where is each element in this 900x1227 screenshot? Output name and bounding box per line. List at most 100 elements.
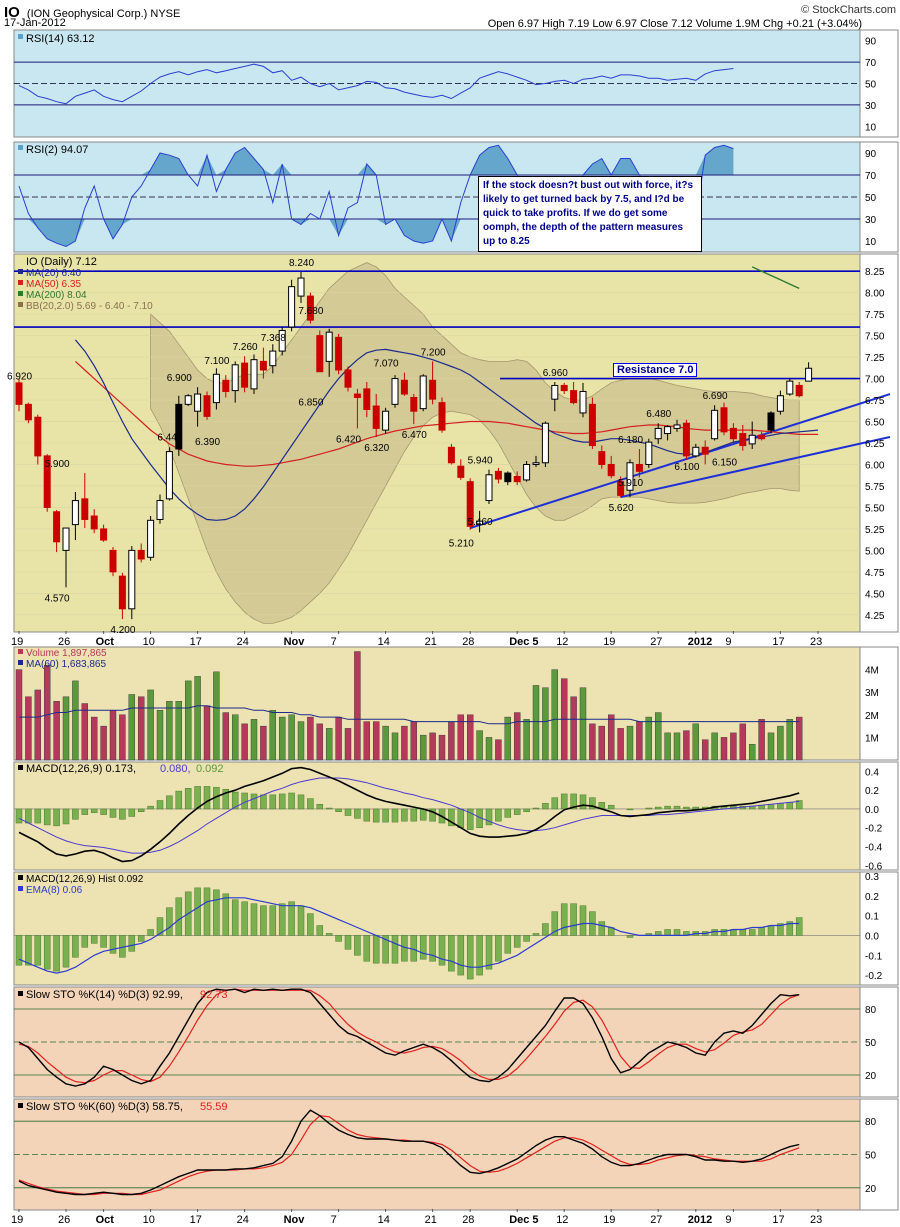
macd-hist2-bar bbox=[777, 923, 784, 936]
price-label: 5.910 bbox=[618, 478, 643, 489]
volume-bar bbox=[15, 669, 23, 761]
candle-body bbox=[457, 465, 465, 478]
price-label: 6.440 bbox=[157, 433, 182, 444]
macd-hist2-bar bbox=[344, 935, 352, 950]
sto14-tick: 50 bbox=[865, 1038, 877, 1049]
macd-hist-bar bbox=[579, 794, 587, 810]
macd-hist-bar bbox=[307, 798, 314, 810]
volume-bar bbox=[692, 723, 699, 761]
bottom-xaxis-label: 19 bbox=[11, 1214, 23, 1226]
volume-bar bbox=[523, 719, 530, 761]
macd-hist2-bar bbox=[429, 935, 436, 962]
volume-bar bbox=[184, 680, 192, 761]
volume-bar bbox=[166, 701, 173, 761]
candle-body bbox=[363, 388, 371, 410]
price-xaxis-label: 2012 bbox=[688, 636, 712, 648]
macd-hist-bar bbox=[654, 806, 662, 810]
macd-tick: 0.4 bbox=[865, 767, 879, 778]
bottom-xaxis-label: 27 bbox=[650, 1214, 662, 1226]
macd-hist2-bar bbox=[147, 929, 154, 936]
price-label: 4.570 bbox=[45, 593, 70, 604]
price-tick: 7.25 bbox=[865, 353, 885, 364]
candle-body bbox=[419, 375, 427, 410]
price-xaxis-label: 14 bbox=[378, 636, 390, 648]
volume-bar bbox=[420, 734, 427, 761]
rsi14-tick: 70 bbox=[865, 58, 877, 69]
macd-line bbox=[18, 766, 800, 863]
macd-hist-bar bbox=[382, 808, 389, 823]
candle-body bbox=[476, 520, 484, 526]
volume-bar bbox=[476, 730, 483, 761]
rsi14-tick: 90 bbox=[865, 37, 877, 48]
macd-hist-bar bbox=[466, 808, 474, 830]
macd-hist-bar bbox=[457, 808, 465, 828]
macd-hist2-bar bbox=[504, 935, 512, 954]
price-tick: 4.25 bbox=[865, 611, 885, 622]
bottom-xaxis-label: 10 bbox=[143, 1214, 155, 1226]
candle-body bbox=[34, 416, 42, 457]
volume-bar bbox=[777, 725, 784, 761]
price-label: 6.320 bbox=[364, 443, 389, 454]
volume-bar bbox=[683, 730, 690, 761]
price-label: 5.940 bbox=[468, 456, 493, 467]
volume-bar bbox=[90, 716, 98, 761]
candle-body bbox=[410, 396, 418, 412]
volume-bar bbox=[241, 723, 248, 761]
macd-hist-bar bbox=[231, 791, 239, 810]
price-xaxis-label: 19 bbox=[603, 636, 615, 648]
sto60-legend-d: 55.59 bbox=[200, 1101, 228, 1113]
price-label: 5.620 bbox=[609, 503, 634, 514]
macd-tick: -0.2 bbox=[865, 824, 883, 835]
volume-bar bbox=[307, 716, 314, 761]
rsi14-line bbox=[18, 63, 734, 105]
price-tick: 5.75 bbox=[865, 482, 885, 493]
volume-bar bbox=[156, 710, 164, 761]
candle-body bbox=[711, 409, 719, 440]
volume-bar bbox=[373, 721, 380, 761]
macd-hist-bar bbox=[325, 807, 333, 810]
price-label: 4.200 bbox=[110, 625, 135, 636]
macd-hist-bar bbox=[551, 797, 559, 810]
candle-body bbox=[795, 384, 803, 397]
macd-hist-tick: -0.2 bbox=[865, 971, 883, 982]
price-legend: MA(200) 8.04 bbox=[26, 290, 87, 301]
rsi14-legend: RSI(14) 63.12 bbox=[26, 33, 94, 45]
macd-hist2-bar bbox=[297, 905, 305, 936]
volume-bar bbox=[250, 719, 258, 761]
macd-hist2-bar bbox=[372, 935, 380, 964]
macd-hist2-bar bbox=[419, 935, 427, 960]
macd-tick: -0.6 bbox=[865, 861, 883, 872]
price-label: 6.960 bbox=[543, 368, 568, 379]
volume-bar bbox=[767, 732, 775, 761]
price-tick: 7.75 bbox=[865, 310, 885, 321]
candle-body bbox=[541, 422, 549, 464]
candle-body bbox=[391, 378, 399, 405]
volume-bar bbox=[626, 725, 634, 761]
candle-body bbox=[598, 451, 606, 465]
candle-body bbox=[560, 384, 568, 392]
macd-hist2-bar bbox=[231, 899, 239, 936]
macd-hist2-bar bbox=[269, 905, 277, 936]
rsi2-line bbox=[18, 144, 734, 248]
macd-hist2-bar bbox=[90, 935, 98, 944]
macd-hist-legend-swatch bbox=[18, 886, 23, 891]
macd-hist-bar bbox=[683, 806, 690, 810]
volume-bar bbox=[720, 737, 728, 761]
candle-body bbox=[767, 412, 775, 431]
macd-hist2-bar bbox=[213, 889, 220, 936]
volume-bar bbox=[175, 701, 183, 761]
price-label: 7.200 bbox=[421, 347, 446, 358]
macd-hist2-bar bbox=[570, 903, 577, 936]
price-tick: 6.00 bbox=[865, 460, 885, 471]
candle-body bbox=[701, 446, 709, 455]
price-label: 6.480 bbox=[646, 409, 671, 420]
candle-body bbox=[344, 369, 352, 388]
macd-hist2-bar bbox=[15, 935, 23, 966]
macd-hist2-bar bbox=[542, 923, 549, 936]
price-xaxis-label: Oct bbox=[96, 636, 115, 648]
price-xaxis-label: Nov bbox=[284, 636, 306, 648]
macd-hist2-bar bbox=[72, 935, 79, 958]
volume-bar bbox=[213, 671, 220, 761]
volume-bar bbox=[655, 712, 662, 761]
